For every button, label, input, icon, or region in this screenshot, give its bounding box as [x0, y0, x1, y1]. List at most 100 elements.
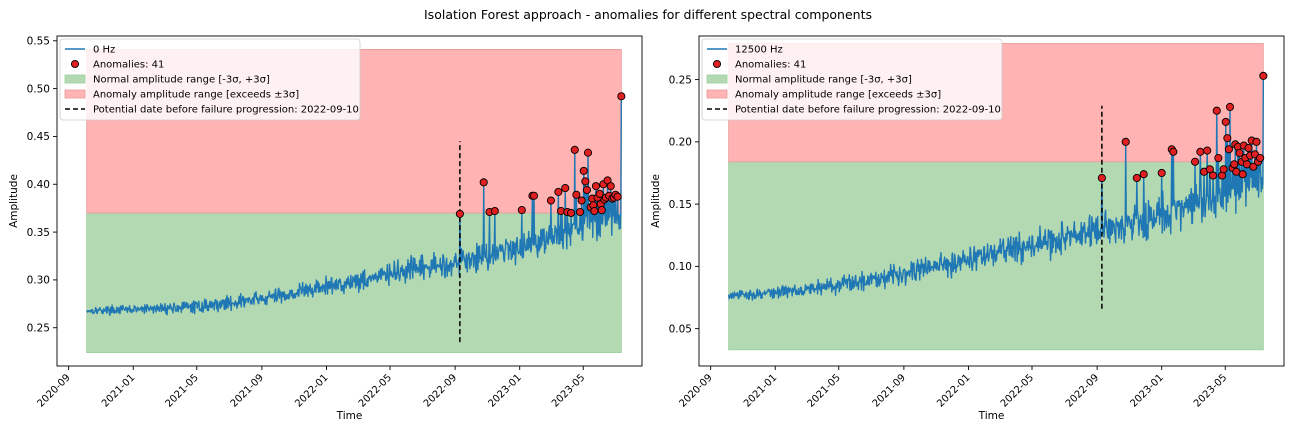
- anomaly-point-13: [570, 145, 579, 154]
- anomaly-point-0: [455, 209, 464, 218]
- legend-normal-swatch: [706, 74, 728, 84]
- anomaly-point-6: [529, 191, 539, 200]
- anomaly-point-20: [1225, 102, 1235, 112]
- anomaly-point-39: [613, 192, 622, 201]
- x-tick-label: 2021-09: [871, 372, 908, 409]
- x-tick-label: 2021-01: [100, 372, 137, 409]
- anomaly-point-4: [517, 206, 526, 215]
- y-tick-label: 0.05: [669, 323, 692, 335]
- legend-box: [701, 38, 1003, 121]
- anomaly-point-17: [579, 166, 588, 175]
- legend-entry-1: Anomalies: 41: [735, 60, 806, 71]
- y-tick-label: 0.20: [669, 137, 692, 149]
- y-tick-label: 0.25: [27, 323, 50, 335]
- x-axis-label: Time: [978, 410, 1005, 422]
- anomaly-point-32: [1244, 144, 1253, 153]
- anomaly-point-12: [1209, 171, 1218, 180]
- x-tick-label: 2022-09: [422, 372, 459, 409]
- x-tick-label: 2022-05: [357, 372, 394, 409]
- anomaly-point-35: [606, 182, 615, 191]
- y-tick-label: 0.45: [27, 131, 50, 143]
- x-tick-label: 2023-05: [1192, 372, 1229, 409]
- chart-panel-12500-hz: 0.05 0.10 0.15 0.20 0.25 2020-09 2021-01 2021-0…: [650, 35, 1285, 422]
- legend-entry-4: Potential date before failure progressio…: [735, 105, 1001, 116]
- legend-entry-0: 0 Hz: [93, 45, 115, 56]
- anomaly-point-25: [591, 182, 600, 191]
- anomaly-point-16: [1219, 165, 1228, 174]
- chart-panel-0-hz: 0.25 0.30 0.35 0.40 0.45 0.50 0.55 2020-09 2021-…: [8, 35, 643, 422]
- x-tick-label: 2023-01: [1128, 372, 1165, 409]
- legend-entry-3: Anomaly amplitude range [exceeds ±3σ]: [735, 90, 941, 101]
- y-tick-label: 0.10: [669, 261, 692, 273]
- anomaly-point-11: [1205, 165, 1214, 174]
- anomaly-point-0: [1097, 173, 1106, 183]
- anomaly-point-35: [1249, 162, 1258, 171]
- anomaly-point-13: [1212, 106, 1221, 115]
- legend-entry-2: Normal amplitude range [-3σ, +3σ]: [93, 75, 270, 86]
- anomaly-point-3: [1139, 170, 1148, 179]
- legend-marker-swatch: [712, 59, 722, 69]
- axes-frame: [56, 35, 643, 367]
- anomaly-point-6: [1169, 147, 1178, 156]
- x-tick-label: 2023-05: [550, 372, 587, 409]
- anomaly-point-8: [554, 187, 563, 196]
- anomaly-point-1: [479, 178, 488, 187]
- anomaly-point-40: [617, 92, 626, 101]
- anomaly-point-2: [1132, 173, 1141, 183]
- legend: 0 Hz Anomalies: 41 Normal amplitude range …: [59, 38, 361, 121]
- x-tick-label: 2020-09: [677, 372, 714, 409]
- x-tick-label: 2021-05: [164, 372, 201, 409]
- anomaly-point-7: [1191, 157, 1200, 166]
- y-tick-label: 0.50: [27, 83, 50, 95]
- legend-box: [59, 38, 361, 121]
- legend-entry-0: 12500 Hz: [735, 45, 783, 56]
- y-tick-label: 0.40: [27, 179, 50, 191]
- y-tick-label: 0.15: [669, 199, 692, 211]
- legend-entry-2: Normal amplitude range [-3σ, +3σ]: [735, 75, 912, 86]
- anomaly-point-19: [1224, 145, 1233, 154]
- x-axis-label: Time: [336, 410, 363, 422]
- anomaly-point-14: [1214, 153, 1223, 163]
- y-axis-label: Amplitude: [8, 174, 20, 228]
- anomaly-point-28: [1238, 170, 1247, 179]
- anomaly-point-20: [583, 148, 593, 157]
- series-line-1: [727, 75, 1265, 301]
- anomaly-point-8: [1196, 147, 1205, 156]
- anomaly-point-40: [1259, 71, 1268, 80]
- anomaly-point-29: [597, 206, 606, 215]
- series-line-0: [86, 96, 623, 317]
- x-tick-label: 2022-01: [935, 372, 972, 409]
- legend-anomaly-swatch: [64, 89, 86, 99]
- x-tick-label: 2022-05: [999, 372, 1036, 409]
- y-tick-label: 0.35: [27, 227, 50, 239]
- anomaly-point-10: [561, 184, 570, 193]
- x-tick-label: 2023-01: [486, 372, 523, 409]
- anomaly-point-4: [1157, 168, 1166, 178]
- anomaly-point-26: [1235, 149, 1244, 158]
- anomaly-point-19: [582, 185, 591, 195]
- anomaly-point-16: [577, 196, 586, 205]
- anomaly-point-22: [1230, 160, 1239, 169]
- anomaly-point-18: [1223, 134, 1232, 143]
- y-tick-label: 0.30: [27, 275, 50, 287]
- legend-marker-swatch: [70, 59, 80, 69]
- x-tick-label: 2021-01: [742, 372, 779, 409]
- anomaly-point-27: [595, 189, 604, 198]
- anomaly-point-14: [572, 190, 581, 199]
- y-axis-label: Amplitude: [650, 174, 662, 228]
- legend: 12500 Hz Anomalies: 41 Normal amplitude ra…: [701, 38, 1003, 121]
- anomaly-point-3: [490, 206, 499, 216]
- anomaly-point-37: [1252, 137, 1261, 146]
- anomaly-point-17: [1221, 117, 1230, 126]
- anomaly-point-18: [581, 177, 590, 186]
- x-tick-label: 2022-01: [293, 372, 330, 409]
- legend-entry-4: Potential date before failure progressio…: [93, 105, 359, 116]
- x-tick-label: 2021-05: [806, 372, 843, 409]
- x-tick-label: 2020-09: [35, 372, 72, 409]
- anomaly-point-1: [1121, 137, 1130, 146]
- y-tick-label: 0.25: [669, 74, 692, 86]
- x-tick-label: 2022-09: [1064, 372, 1101, 409]
- legend-entry-3: Anomaly amplitude range [exceeds ±3σ]: [93, 90, 299, 101]
- anomaly-point-12: [567, 208, 576, 218]
- legend-entry-1: Anomalies: 41: [93, 60, 164, 71]
